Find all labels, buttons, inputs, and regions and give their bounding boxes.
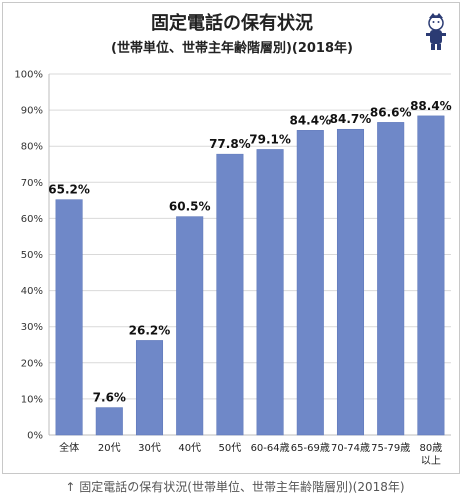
category-label: 70-74歳 (331, 442, 370, 454)
bar (296, 130, 324, 436)
mascot-icon (426, 13, 446, 50)
bar (95, 407, 123, 436)
y-tick-label: 20% (21, 358, 43, 369)
bar (256, 149, 284, 436)
category-label: 30代 (138, 442, 161, 454)
data-label: 60.5% (169, 200, 211, 214)
bar (55, 199, 83, 436)
bar-chart: 固定電話の保有状況 (世帯単位、世帯主年齢階層別)(2018年) 0% 10% 20… (14, 12, 451, 467)
category-label: 75-79歳 (371, 442, 410, 454)
chart-subtitle: (世帯単位、世帯主年齢階層別)(2018年) (111, 40, 353, 56)
category-label: 40代 (178, 442, 201, 454)
figure-caption: ↑ 固定電話の保有状況(世帯単位、世帯主年齢階層別)(2018年) (65, 480, 405, 494)
data-label: 84.4% (289, 113, 331, 127)
data-labels: 65.2%7.6%26.2%60.5%77.8%79.1%84.4%84.7%8… (48, 99, 451, 405)
category-label: 65-69歳 (291, 442, 330, 454)
category-label: 全体 (59, 441, 79, 454)
gridlines (49, 73, 451, 400)
bar (135, 340, 164, 436)
category-label: 50代 (219, 442, 242, 454)
y-tick-label: 40% (21, 286, 43, 297)
bar (216, 153, 244, 436)
y-tick-label: 0% (27, 431, 43, 442)
category-label: 60-64歳 (251, 442, 290, 454)
data-label: 65.2% (48, 183, 90, 197)
y-tick-label: 100% (14, 70, 43, 81)
bars (55, 115, 445, 436)
data-label: 79.1% (249, 132, 291, 146)
data-label: 26.2% (129, 323, 171, 337)
bar (336, 128, 365, 436)
y-tick-label: 10% (21, 394, 43, 405)
y-tick-label: 50% (21, 250, 43, 261)
data-label: 84.7% (330, 112, 372, 126)
category-labels: 全体 20代 30代 40代 50代 60-64歳 65-69歳 70-74歳 75-79歳 80… (59, 441, 442, 467)
bar (176, 216, 204, 436)
y-tick-label: 70% (21, 178, 43, 189)
bar (377, 122, 405, 436)
data-label: 86.6% (370, 105, 412, 119)
chart-frame: 固定電話の保有状況 (世帯単位、世帯主年齢階層別)(2018年) 0% 10% 20… (2, 2, 460, 474)
y-tick-label: 90% (21, 106, 43, 117)
chart-title: 固定電話の保有状況 (151, 12, 313, 34)
bar (417, 115, 445, 436)
data-label: 7.6% (93, 391, 126, 405)
category-label: 20代 (98, 442, 121, 454)
category-label: 80歳以上 (420, 442, 443, 467)
y-tick-label: 30% (21, 322, 43, 333)
y-tick-label: 80% (21, 142, 43, 153)
data-label: 77.8% (209, 137, 251, 151)
y-tick-label: 60% (21, 214, 43, 225)
data-label: 88.4% (410, 99, 452, 113)
